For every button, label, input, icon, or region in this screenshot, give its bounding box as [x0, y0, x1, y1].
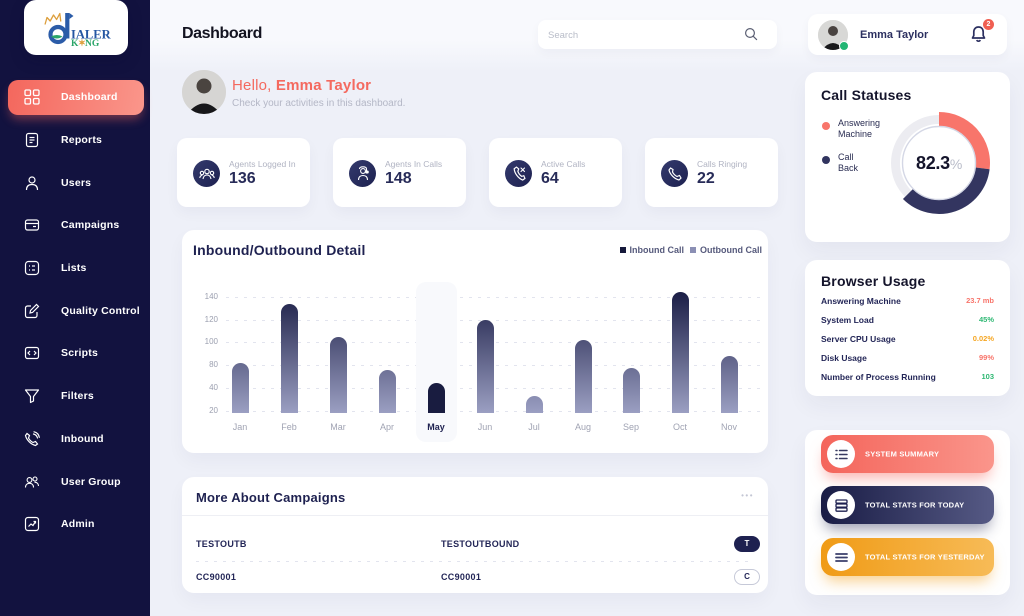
- svg-text:K: K: [71, 39, 79, 49]
- svg-text:IALER: IALER: [71, 28, 112, 42]
- svg-text:✶: ✶: [78, 38, 86, 49]
- svg-text:NG: NG: [85, 39, 100, 49]
